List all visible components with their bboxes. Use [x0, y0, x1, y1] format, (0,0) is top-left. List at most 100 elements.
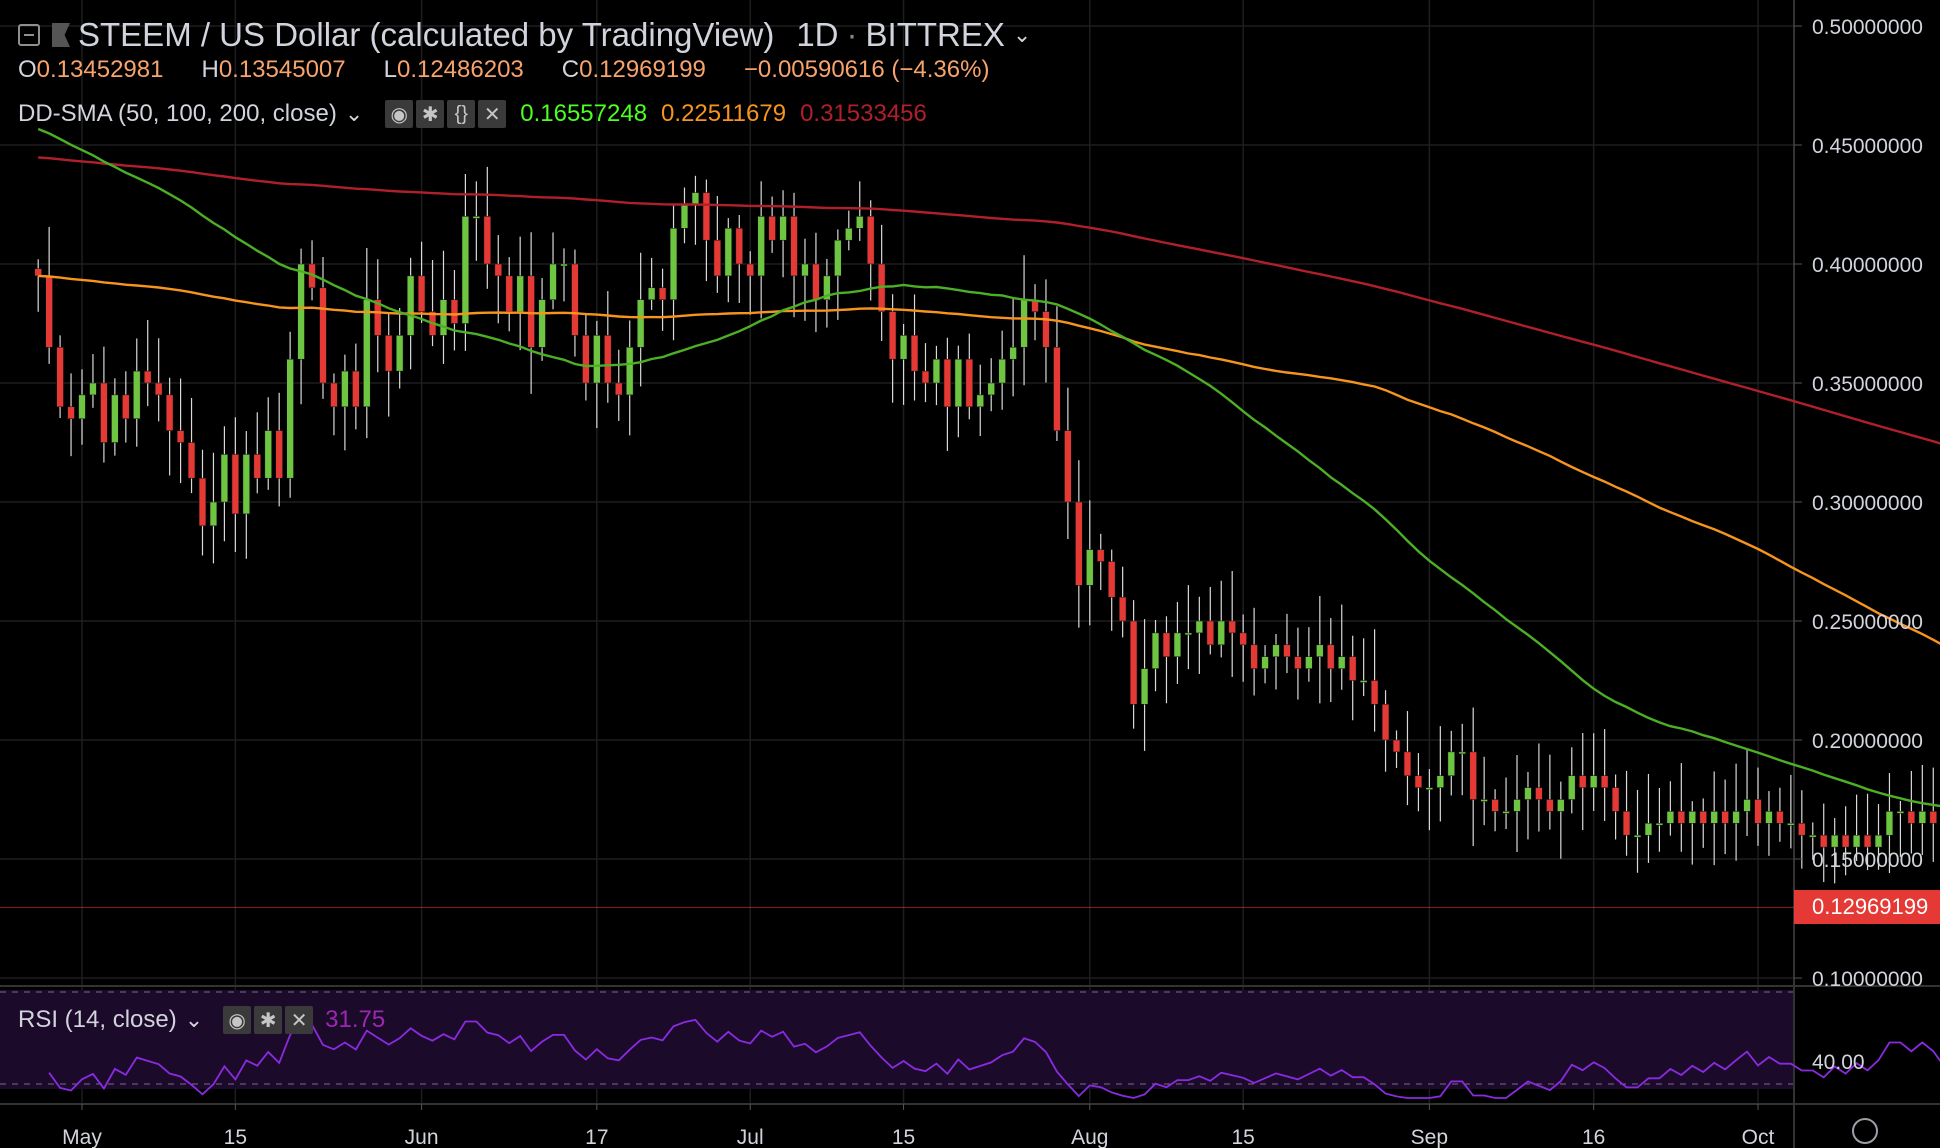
- high-value: 0.13545007: [218, 56, 346, 83]
- candle-up: [1644, 823, 1653, 836]
- candle-up: [1666, 811, 1675, 824]
- candle-up: [1524, 787, 1532, 800]
- candle-up: [834, 239, 842, 277]
- symbol-title[interactable]: STEEM / US Dollar (calculated by Trading…: [78, 16, 775, 53]
- candle-down: [735, 228, 743, 265]
- candle-up: [1140, 668, 1149, 705]
- candle-down: [122, 394, 130, 419]
- candle-up: [242, 454, 250, 515]
- candle-up: [1809, 834, 1817, 838]
- x-tick-label: May: [62, 1126, 102, 1148]
- x-tick-label: 15: [1231, 1126, 1254, 1148]
- x-tick-label: 15: [224, 1126, 247, 1148]
- candle-up: [1918, 811, 1926, 824]
- x-tick-label: Jun: [405, 1126, 439, 1148]
- candle-down: [1841, 834, 1850, 848]
- candle-down: [417, 275, 426, 312]
- candle-up: [1020, 299, 1028, 348]
- candle-up: [691, 192, 700, 205]
- eye-icon[interactable]: ◉: [223, 1006, 252, 1034]
- candle-down: [231, 454, 240, 515]
- chevron-down-icon[interactable]: ⌄: [344, 101, 364, 126]
- exchange-label[interactable]: BITTREX: [865, 16, 1005, 53]
- close-value: 0.12969199: [579, 56, 706, 83]
- rsi-indicator-name[interactable]: RSI (14, close): [18, 1006, 177, 1033]
- candle-up: [1151, 632, 1160, 669]
- low-value: 0.12486203: [396, 56, 524, 83]
- price-axis: 0.50000000 0.45000000 0.40000000 0.35000000…: [1794, 16, 1923, 1074]
- candle-up: [637, 299, 645, 348]
- candle-down: [1206, 620, 1214, 646]
- candle-up: [1655, 823, 1664, 826]
- candle-down: [330, 382, 338, 408]
- candle-up: [680, 204, 689, 229]
- candle-up: [1458, 751, 1466, 755]
- open-value: 0.13452981: [36, 56, 164, 83]
- candle-down: [483, 216, 491, 265]
- candle-up: [1874, 834, 1883, 848]
- candle-up: [1173, 632, 1182, 657]
- candle-down: [352, 370, 360, 408]
- candle-up: [1885, 811, 1894, 836]
- candle-down: [615, 382, 623, 396]
- candle-up: [560, 263, 568, 267]
- candle-down: [1491, 799, 1499, 812]
- x-tick-label: Aug: [1071, 1126, 1108, 1148]
- candles: [34, 166, 1937, 884]
- close-icon[interactable]: ✕: [285, 1006, 314, 1034]
- candle-down: [1600, 775, 1609, 788]
- interval-label[interactable]: 1D: [796, 16, 839, 53]
- candle-up: [1447, 751, 1455, 776]
- candle-up: [1217, 620, 1225, 646]
- candle-down: [1042, 311, 1050, 348]
- y-tick-label: 0.10000000: [1812, 968, 1923, 991]
- candle-up: [133, 370, 141, 419]
- candle-down: [1535, 787, 1543, 800]
- candle-up: [1502, 811, 1510, 814]
- chevron-down-icon[interactable]: ⌄: [184, 1007, 204, 1032]
- candle-up: [1765, 811, 1773, 824]
- candle-up: [1852, 834, 1861, 848]
- candle-down: [1699, 811, 1707, 824]
- code-icon[interactable]: {}: [447, 100, 476, 128]
- candle-up: [264, 430, 272, 479]
- sma100-line: [38, 274, 1940, 645]
- candle-down: [144, 370, 152, 384]
- close-icon[interactable]: ✕: [478, 100, 507, 128]
- candle-down: [1414, 775, 1423, 788]
- candle-up: [1732, 811, 1740, 824]
- candle-up: [724, 228, 732, 277]
- gear-icon[interactable]: ✱: [254, 1006, 283, 1034]
- candle-up: [1480, 799, 1488, 802]
- rsi-y-tick-label: 40.00: [1812, 1051, 1865, 1074]
- y-tick-label: 0.40000000: [1812, 254, 1923, 277]
- settings-circle-icon[interactable]: [1852, 1118, 1878, 1144]
- x-tick-label: Jul: [737, 1126, 764, 1148]
- gear-icon[interactable]: ✱: [416, 100, 445, 128]
- collapse-icon[interactable]: [18, 24, 40, 46]
- sma-indicator-name[interactable]: DD-SMA (50, 100, 200, close): [18, 100, 337, 127]
- candle-down: [1403, 751, 1412, 776]
- candle-down: [921, 370, 930, 384]
- candle-up: [1195, 620, 1203, 634]
- sma100-value: 0.22511679: [661, 100, 787, 127]
- eye-icon[interactable]: ◉: [385, 100, 414, 128]
- chevron-down-icon[interactable]: ⌄: [1012, 22, 1032, 47]
- candle-down: [1250, 644, 1258, 669]
- candle-down: [1929, 811, 1937, 824]
- candle-down: [746, 263, 754, 277]
- candle-up: [1086, 549, 1094, 586]
- low-label: L: [383, 56, 397, 83]
- candle-down: [604, 335, 612, 384]
- candle-down: [1721, 811, 1729, 824]
- candle-down: [385, 335, 393, 372]
- candle-up: [516, 275, 524, 312]
- candle-up: [899, 335, 908, 360]
- candle-down: [888, 311, 897, 360]
- candle-down: [1622, 811, 1631, 836]
- candle-up: [461, 216, 470, 324]
- candle-up: [472, 216, 480, 219]
- candle-down: [1907, 811, 1916, 824]
- candle-down: [1677, 811, 1685, 824]
